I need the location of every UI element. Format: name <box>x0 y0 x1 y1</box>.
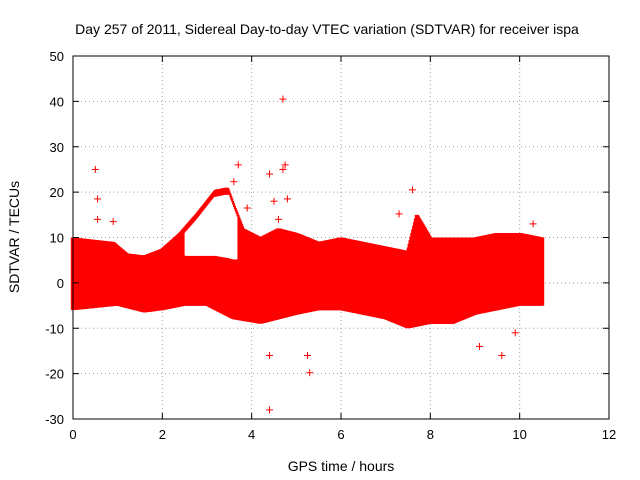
x-axis-label: GPS time / hours <box>288 458 395 474</box>
data-point <box>529 220 537 228</box>
data-point <box>281 161 289 169</box>
chart-title: Day 257 of 2011, Sidereal Day-to-day VTE… <box>75 21 579 37</box>
data-point <box>266 406 274 414</box>
x-tick-label: 8 <box>427 427 434 442</box>
data-points <box>70 95 545 414</box>
data-point <box>109 218 117 226</box>
data-point <box>279 95 287 103</box>
data-point <box>304 351 311 359</box>
x-tick-label: 10 <box>512 427 526 442</box>
data-point <box>94 195 102 203</box>
data-point <box>266 170 274 178</box>
data-point <box>475 342 483 350</box>
y-tick-label: 0 <box>57 276 64 291</box>
data-point <box>306 369 314 377</box>
data-point <box>94 215 102 223</box>
y-tick-label: 10 <box>50 231 64 246</box>
data-point <box>408 186 416 194</box>
axis-ticks: 0 2 4 6 8 10 12 -30 -20 -10 0 10 20 30 40 50 <box>45 49 616 442</box>
data-point <box>230 178 238 186</box>
y-tick-label: 20 <box>50 185 64 200</box>
data-point <box>234 161 242 169</box>
x-tick-label: 6 <box>337 427 344 442</box>
y-tick-label: 50 <box>50 49 64 64</box>
y-tick-label: -30 <box>45 412 64 427</box>
data-point <box>243 204 251 212</box>
y-tick-label: 40 <box>50 94 64 109</box>
y-tick-label: -10 <box>45 321 64 336</box>
y-tick-label: -20 <box>45 367 64 382</box>
data-point <box>91 165 99 173</box>
data-point <box>395 210 403 218</box>
y-tick-label: 30 <box>50 140 64 155</box>
data-point <box>274 215 282 223</box>
x-tick-label: 12 <box>602 427 616 442</box>
data-point <box>279 165 287 173</box>
data-point <box>511 329 519 337</box>
y-axis-label: SDTVAR / TECUs <box>6 181 22 293</box>
x-tick-label: 0 <box>69 427 76 442</box>
data-point <box>283 195 291 203</box>
data-point <box>498 351 506 359</box>
data-point <box>270 197 278 205</box>
x-tick-label: 4 <box>248 427 255 442</box>
x-tick-label: 2 <box>159 427 166 442</box>
data-point <box>266 351 274 359</box>
